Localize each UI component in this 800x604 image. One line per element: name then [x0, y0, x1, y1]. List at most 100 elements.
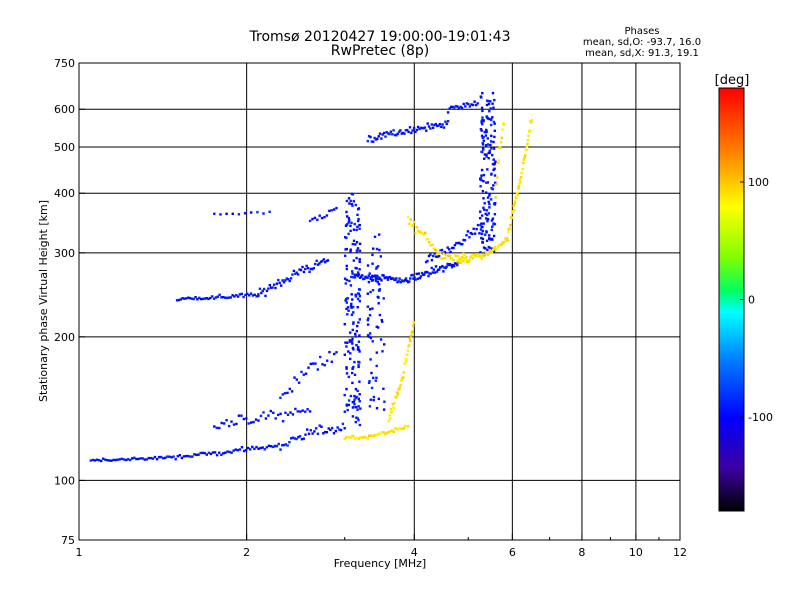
data-point — [343, 323, 346, 326]
data-point — [348, 279, 351, 283]
data-point — [518, 182, 521, 185]
data-point — [369, 398, 372, 401]
data-point — [257, 294, 260, 298]
data-point — [357, 321, 360, 324]
data-point — [382, 387, 385, 390]
data-point — [352, 400, 356, 404]
data-point — [470, 254, 473, 257]
data-point — [481, 109, 484, 113]
data-point — [487, 151, 490, 155]
data-point — [466, 230, 470, 233]
data-point — [355, 406, 358, 409]
data-point — [302, 373, 305, 376]
data-point — [375, 247, 379, 251]
data-point — [355, 228, 358, 232]
data-point — [179, 298, 182, 301]
data-point — [406, 128, 409, 132]
data-point — [450, 246, 454, 250]
data-point — [350, 221, 353, 224]
data-point — [380, 319, 383, 322]
data-point — [438, 268, 441, 271]
data-point — [350, 275, 353, 279]
data-point — [479, 217, 482, 220]
data-point — [309, 429, 312, 432]
data-point — [484, 212, 487, 216]
data-point — [355, 241, 359, 244]
data-point — [304, 410, 307, 413]
data-point — [235, 294, 238, 297]
data-point — [149, 456, 153, 460]
x-tick-label: 10 — [629, 546, 643, 559]
data-point — [215, 454, 219, 457]
data-point — [246, 292, 249, 295]
data-point — [344, 254, 347, 257]
data-point — [460, 106, 464, 110]
data-point — [347, 375, 351, 379]
data-point — [372, 140, 375, 143]
data-point — [219, 213, 222, 216]
data-point — [316, 368, 319, 371]
data-point — [328, 209, 331, 213]
data-point — [348, 218, 351, 222]
data-point — [325, 259, 328, 263]
data-point — [355, 395, 358, 399]
data-point — [487, 245, 490, 249]
data-point — [201, 297, 205, 301]
data-point — [271, 286, 274, 289]
data-point — [492, 247, 496, 251]
data-point — [401, 427, 404, 431]
data-point — [410, 332, 413, 335]
data-point — [395, 427, 398, 431]
data-point — [347, 350, 350, 353]
data-point — [526, 142, 529, 145]
data-point — [418, 276, 422, 280]
data-point — [369, 358, 372, 361]
data-point — [352, 321, 355, 324]
data-point — [488, 234, 491, 237]
data-point — [242, 295, 245, 299]
data-point — [486, 220, 489, 223]
data-point — [407, 425, 410, 428]
data-point — [326, 259, 330, 262]
data-point — [257, 293, 260, 296]
data-point — [424, 260, 428, 264]
data-point — [480, 222, 483, 225]
data-point — [479, 128, 483, 131]
data-point — [380, 137, 383, 140]
data-point — [254, 418, 258, 421]
data-point — [351, 272, 354, 275]
data-point — [358, 242, 362, 245]
data-point — [481, 229, 484, 233]
data-point — [480, 236, 483, 240]
data-point — [462, 238, 465, 242]
data-point — [199, 451, 202, 455]
data-point — [510, 216, 514, 219]
data-point — [381, 320, 384, 323]
data-point — [434, 122, 437, 126]
data-point — [356, 225, 359, 228]
data-point — [412, 126, 416, 130]
x-tick-label: 4 — [411, 546, 418, 559]
data-point — [319, 260, 323, 263]
data-point — [334, 429, 337, 433]
data-point — [351, 381, 354, 385]
data-point — [345, 267, 348, 271]
data-point — [350, 293, 353, 296]
data-point — [410, 131, 413, 135]
data-point — [389, 130, 393, 133]
data-point — [483, 130, 486, 134]
data-point — [343, 427, 346, 430]
data-point — [452, 264, 456, 268]
data-point — [247, 422, 250, 425]
data-point — [143, 458, 146, 461]
data-point — [253, 293, 256, 296]
data-point — [475, 253, 478, 256]
data-point — [160, 455, 163, 459]
data-point — [493, 223, 497, 226]
data-point — [414, 231, 417, 235]
data-point — [308, 219, 312, 223]
data-point — [518, 178, 522, 181]
data-point — [318, 424, 321, 427]
data-point — [462, 259, 465, 263]
data-point — [368, 308, 372, 311]
